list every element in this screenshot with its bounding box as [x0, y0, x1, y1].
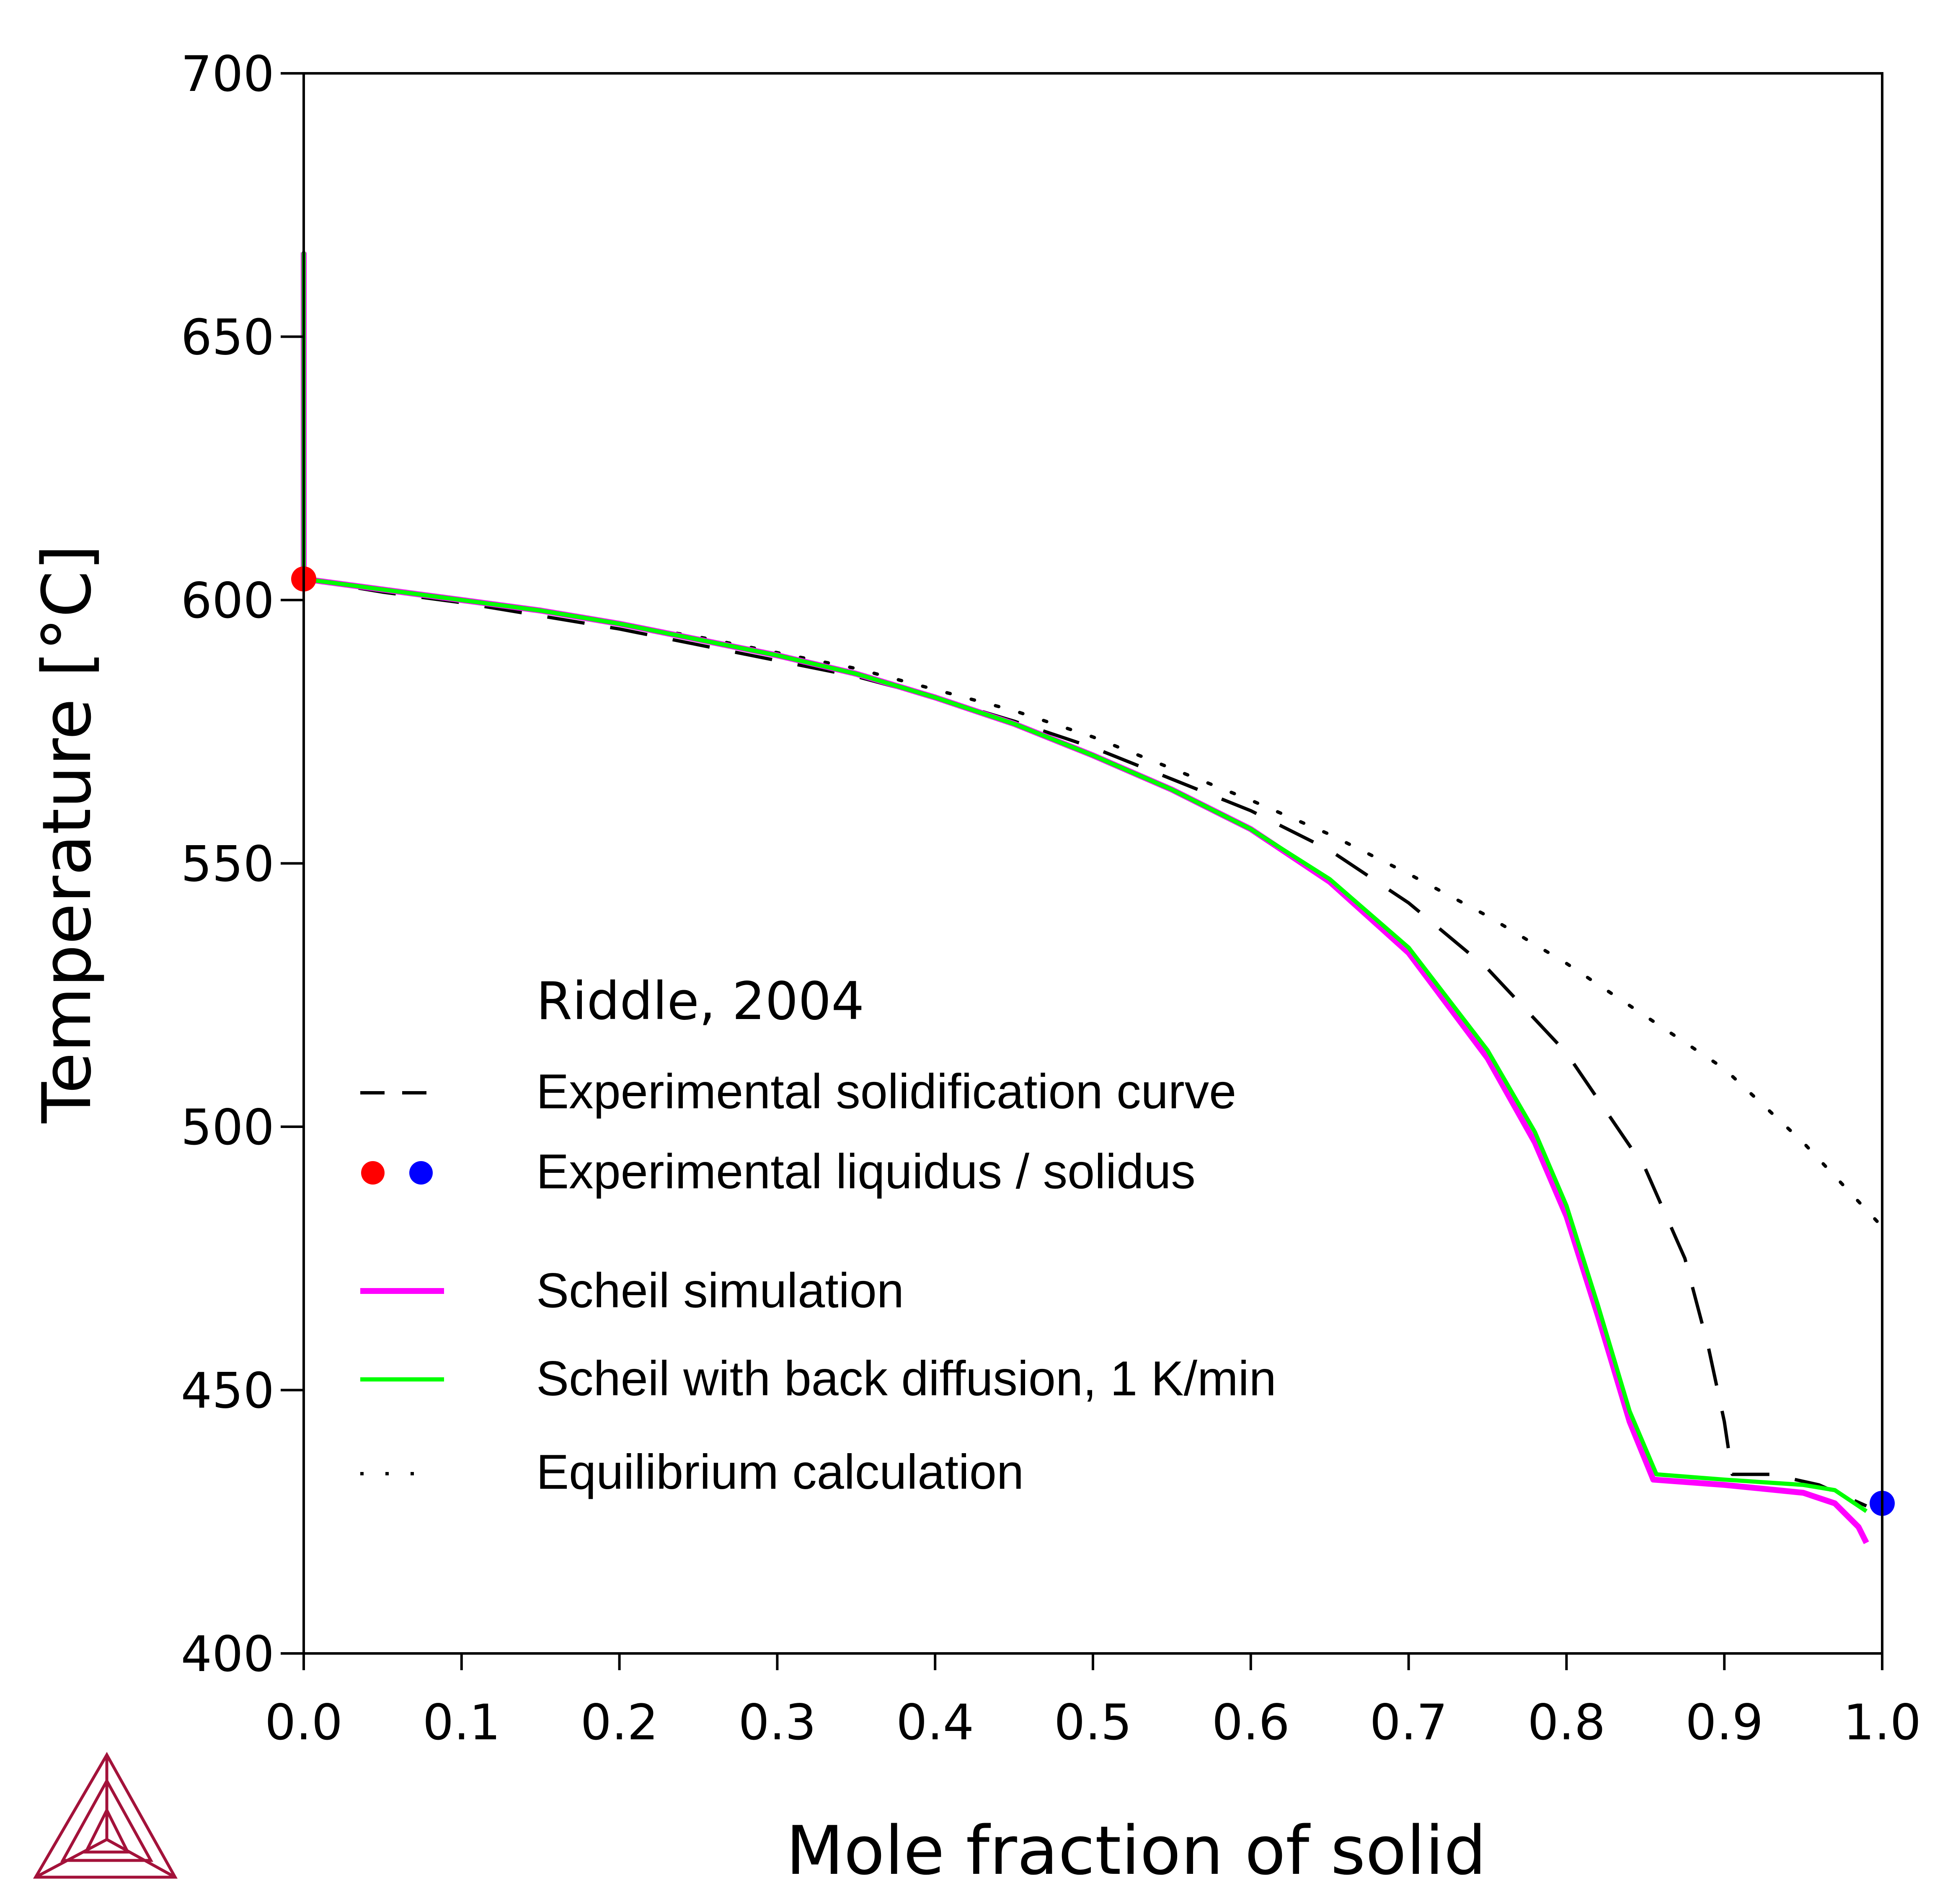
legend-marker-blue: [409, 1161, 433, 1185]
y-tick-label: 600: [181, 572, 274, 629]
y-tick-label: 700: [181, 45, 274, 103]
legend-label-scheil: Scheil simulation: [536, 1263, 904, 1318]
y-tick-label: 400: [181, 1625, 274, 1683]
x-tick-label: 0.6: [1212, 1694, 1290, 1751]
x-axis: 0.0 0.1 0.2 0.3 0.4 0.5 0.6 0.7 0.8 0.9 1.0: [265, 1653, 1921, 1751]
legend-label-liquidus-solidus: Experimental liquidus / solidus: [536, 1144, 1196, 1199]
y-axis: 400 450 500 550 600 650 700: [181, 45, 304, 1683]
legend-title: Riddle, 2004: [536, 971, 864, 1032]
y-tick-label: 500: [181, 1099, 274, 1156]
x-tick-label: 0.8: [1527, 1694, 1605, 1751]
legend-label-experimental-curve: Experimental solidification curve: [536, 1064, 1236, 1119]
x-tick-label: 0.4: [896, 1694, 974, 1751]
legend-marker-red: [361, 1161, 385, 1185]
series-line-experimental-solidification-curve: [302, 252, 1867, 1508]
legend-label-back-diffusion: Scheil with back diffusion, 1 K/min: [536, 1351, 1276, 1406]
x-axis-label: Mole fraction of solid: [786, 1811, 1486, 1890]
thermo-calc-triangle-icon: [33, 1751, 178, 1879]
legend-label-equilibrium: Equilibrium calculation: [536, 1444, 1024, 1499]
x-tick-label: 1.0: [1843, 1694, 1921, 1751]
y-tick-label: 650: [181, 309, 274, 366]
x-tick-label: 0.9: [1685, 1694, 1763, 1751]
series-layer: [291, 251, 1895, 1544]
y-tick-label: 550: [181, 836, 274, 893]
y-tick-label: 450: [181, 1362, 274, 1420]
x-tick-label: 0.5: [1054, 1694, 1132, 1751]
x-tick-label: 0.0: [265, 1694, 343, 1751]
legend: Riddle, 2004 Experimental solidification…: [360, 971, 1276, 1499]
x-tick-label: 0.1: [423, 1694, 501, 1751]
series-line-scheil-with-back-diffusion-1-k-min: [302, 252, 1868, 1513]
y-axis-label: Temperature [°C]: [28, 545, 106, 1124]
x-tick-label: 0.7: [1370, 1694, 1448, 1751]
x-tick-label: 0.3: [738, 1694, 816, 1751]
x-tick-label: 0.2: [581, 1694, 659, 1751]
